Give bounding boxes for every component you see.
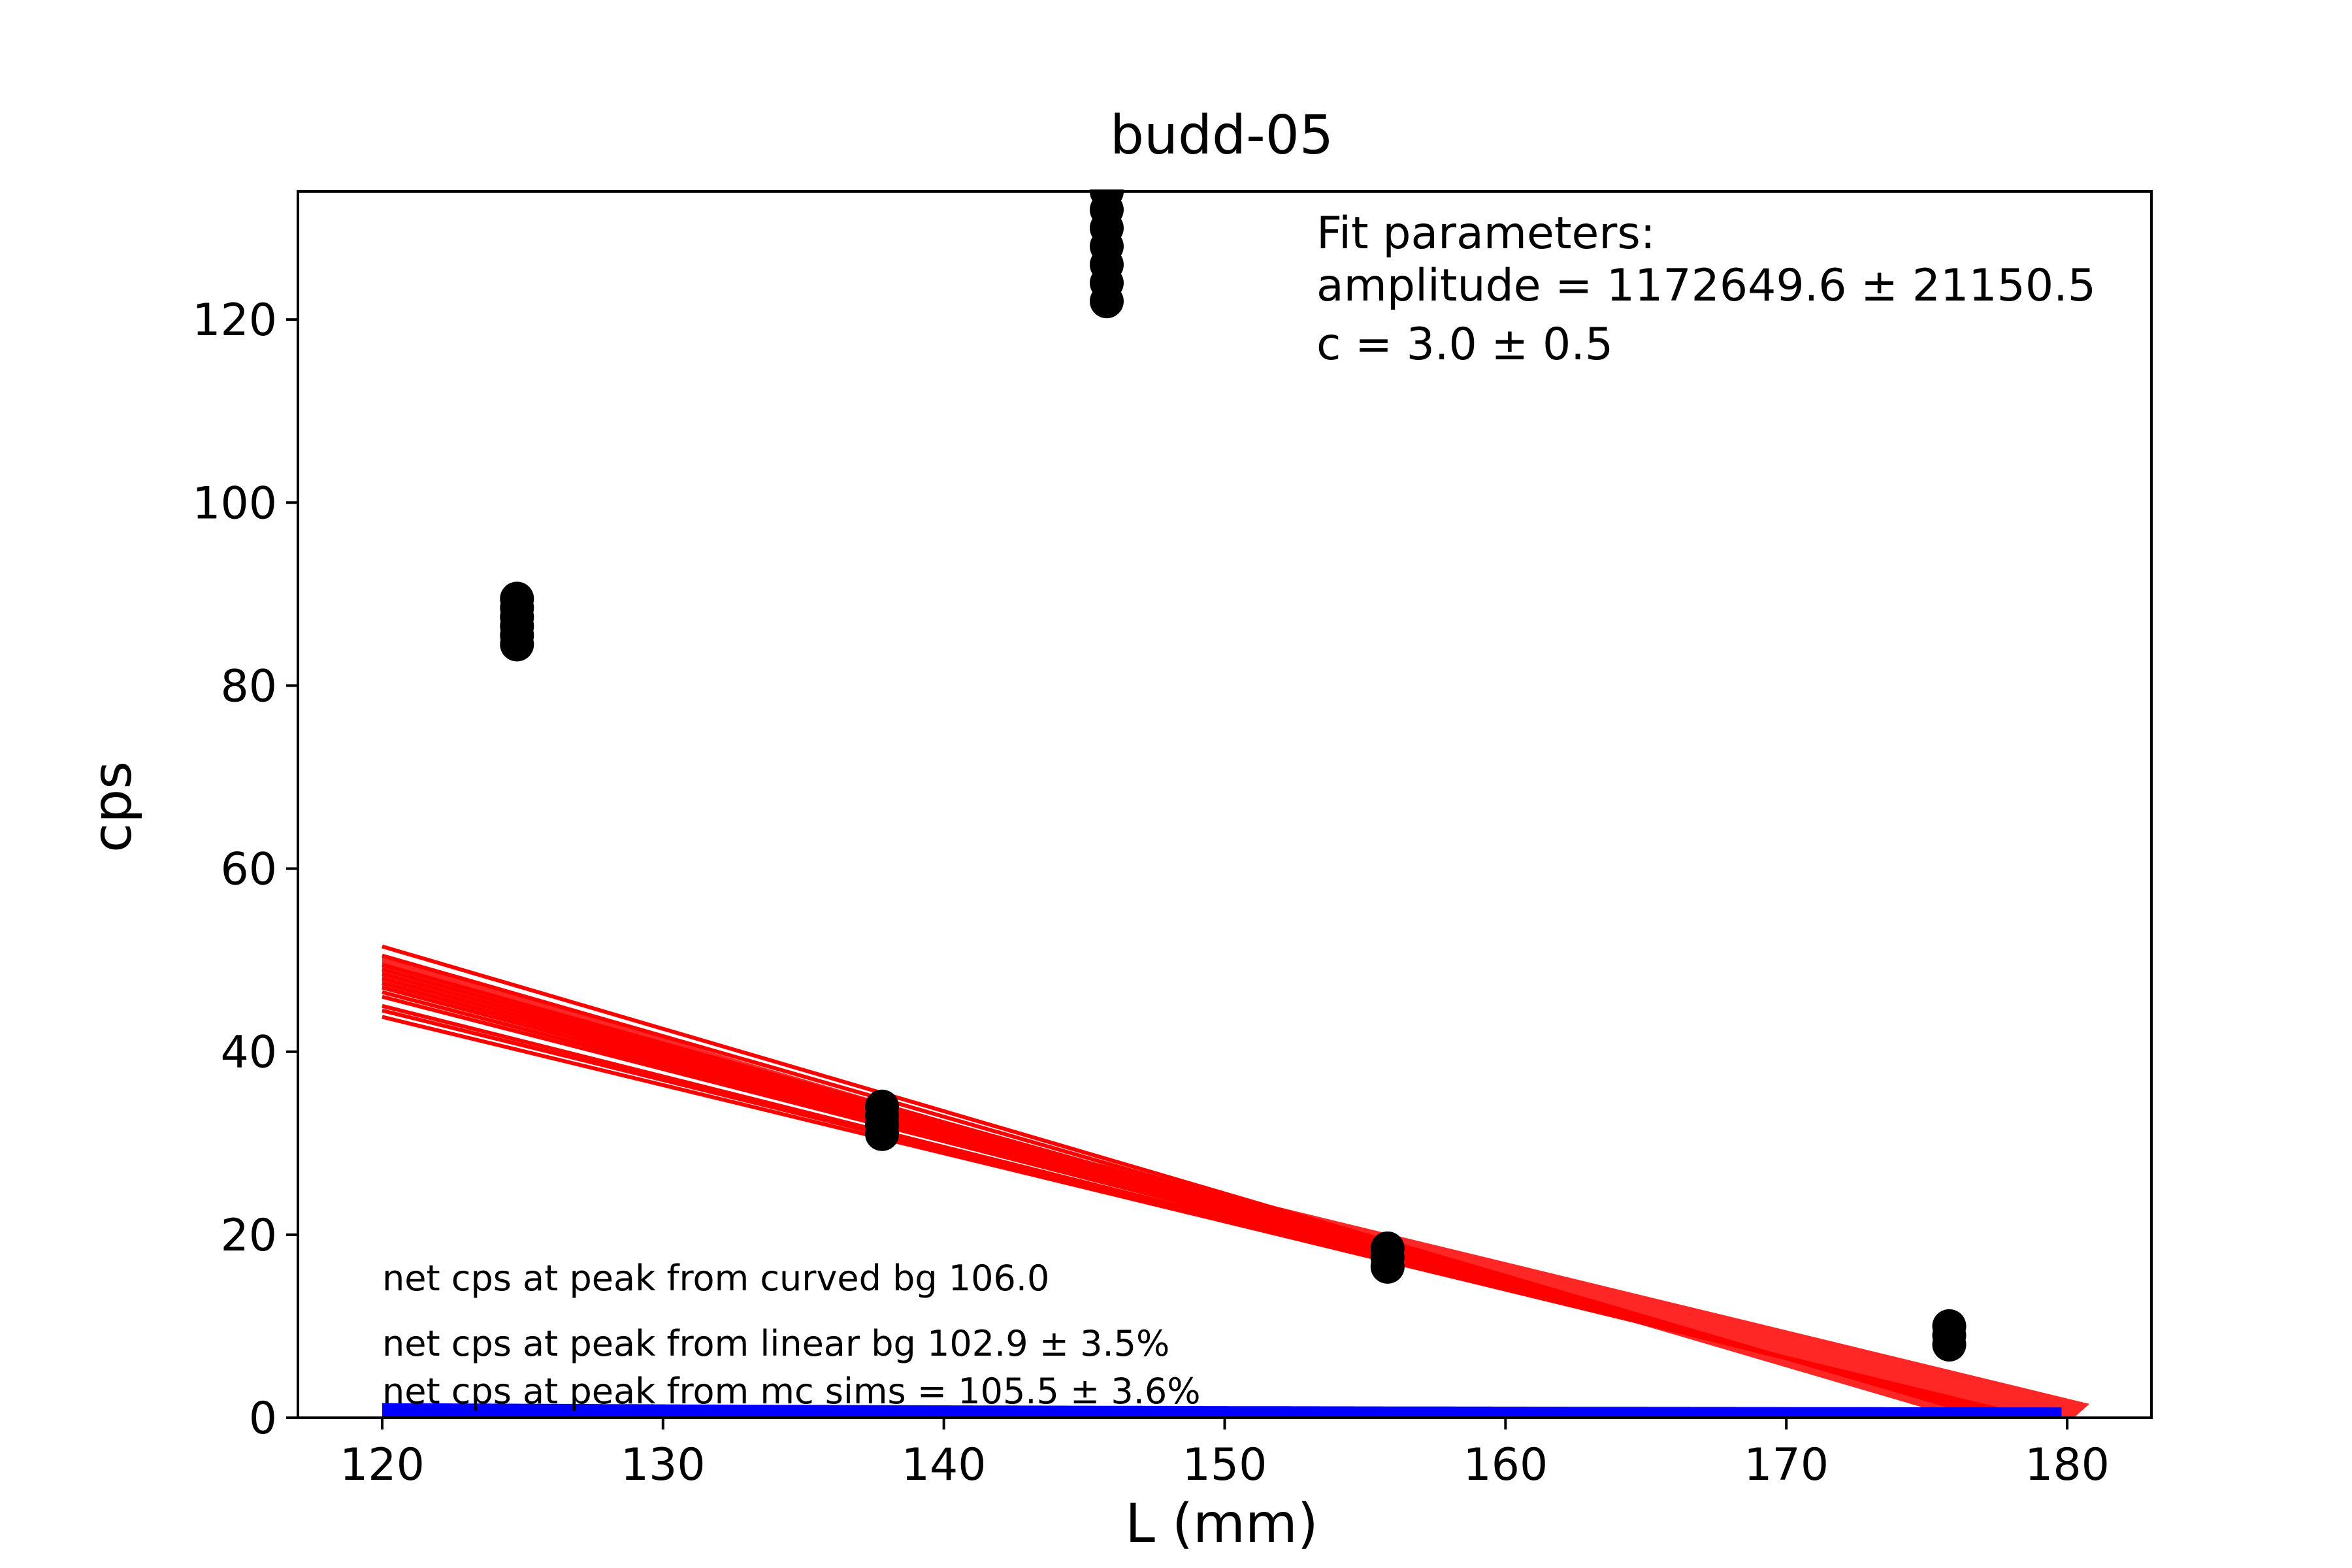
y-tick-label-120: 120 bbox=[192, 295, 277, 346]
data-point-4-2 bbox=[1932, 1309, 1967, 1343]
plot-area bbox=[378, 189, 2090, 1418]
y-axis-ticks: 0 20 40 60 80 100 120 bbox=[192, 295, 298, 1445]
fit-parameters-heading: Fit parameters: bbox=[1316, 208, 1656, 259]
x-tick-label-160: 160 bbox=[1463, 1439, 1548, 1491]
linear-fit-lines bbox=[382, 944, 2090, 1418]
x-tick-label-120: 120 bbox=[340, 1439, 425, 1491]
note-linear-bg: net cps at peak from linear bg 102.9 ± 3… bbox=[382, 1323, 1169, 1364]
x-tick-label-150: 150 bbox=[1183, 1439, 1267, 1491]
data-point-0-5 bbox=[500, 581, 534, 616]
data-point-2-6 bbox=[1089, 189, 1124, 208]
y-tick-label-0: 0 bbox=[249, 1393, 277, 1445]
y-tick-label-100: 100 bbox=[192, 478, 277, 529]
data-points bbox=[500, 189, 1967, 1362]
chart-title: budd-05 bbox=[1110, 105, 1333, 167]
curved-fit-line bbox=[378, 1403, 2066, 1418]
curved-fit-path bbox=[378, 1403, 2066, 1418]
note-curved-bg: net cps at peak from curved bg 106.0 bbox=[382, 1258, 1049, 1299]
x-axis-ticks: 120 130 140 150 160 170 180 bbox=[340, 1418, 2110, 1491]
y-tick-label-20: 20 bbox=[220, 1210, 277, 1262]
x-tick-label-170: 170 bbox=[1744, 1439, 1829, 1491]
data-point-3-2 bbox=[1370, 1231, 1405, 1266]
fit-parameters-c: c = 3.0 ± 0.5 bbox=[1316, 319, 1613, 370]
x-tick-label-180: 180 bbox=[2025, 1439, 2110, 1491]
y-tick-label-80: 80 bbox=[220, 661, 277, 712]
data-point-1-3 bbox=[865, 1089, 900, 1124]
fit-parameters-amplitude: amplitude = 1172649.6 ± 21150.5 bbox=[1316, 260, 2096, 312]
y-axis-label: cps bbox=[82, 761, 144, 853]
linear-fit-band bbox=[382, 955, 2090, 1418]
fit-parameters-box: Fit parameters: amplitude = 1172649.6 ± … bbox=[1316, 208, 2096, 370]
y-tick-label-60: 60 bbox=[220, 844, 277, 896]
x-axis-label: L (mm) bbox=[1125, 1493, 1318, 1555]
note-mc-sims: net cps at peak from mc sims = 105.5 ± 3… bbox=[382, 1371, 1201, 1412]
y-tick-label-40: 40 bbox=[220, 1027, 277, 1079]
x-tick-label-140: 140 bbox=[902, 1439, 987, 1491]
x-tick-label-130: 130 bbox=[621, 1439, 706, 1491]
net-cps-notes: net cps at peak from curved bg 106.0 net… bbox=[382, 1258, 1201, 1412]
